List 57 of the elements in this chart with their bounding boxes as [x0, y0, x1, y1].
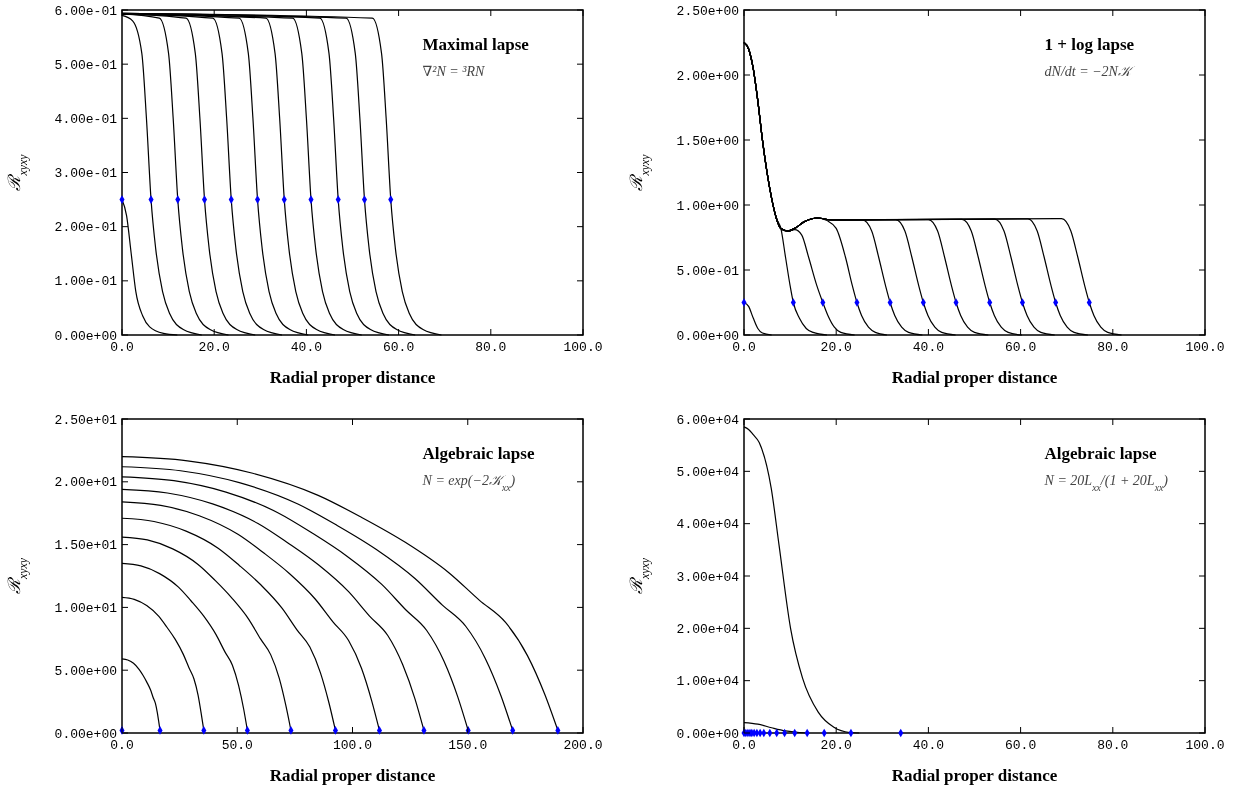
x-tick-label: 60.0	[382, 340, 415, 355]
y-tick-label: 2.00e+04	[676, 621, 740, 637]
y-tick-label: 4.00e+04	[676, 517, 740, 533]
x-tick-label: 0.0	[732, 340, 756, 355]
y-tick-label: 5.00e+04	[676, 464, 740, 480]
x-tick-label: 0.0	[732, 738, 756, 753]
x-tick-label: 20.0	[820, 738, 852, 753]
x-tick-label: 0.0	[110, 340, 134, 355]
x-tick-label: 0.0	[110, 738, 134, 753]
text: N = exp(−2𝒦$_{xx}$)	[421, 473, 516, 493]
y-tick-label: 5.00e+00	[54, 663, 117, 679]
x-tick-label: 20.0	[820, 340, 852, 355]
x-tick-label: 80.0	[1097, 738, 1129, 753]
y-tick-label: 1.00e+00	[676, 198, 739, 214]
x-tick-label: 200.0	[563, 738, 603, 753]
x-tick-label: 20.0	[198, 340, 230, 355]
y-tick-label: 6.00e+04	[676, 412, 740, 428]
y-tick-label: 2.50e+01	[54, 412, 118, 428]
x-tick-label: 80.0	[475, 340, 507, 355]
x-tick-label: 100.0	[1185, 340, 1225, 355]
x-axis-title: Radial proper distance	[269, 368, 436, 387]
y-tick-label: 6.00e-01	[54, 3, 118, 19]
y-tick-label: 4.00e-01	[54, 111, 118, 127]
x-tick-label: 100.0	[1185, 738, 1225, 753]
y-tick-label: 2.00e+00	[676, 68, 739, 84]
x-tick-label: 100.0	[332, 738, 373, 753]
text: 1 + log lapse	[1044, 35, 1135, 54]
y-tick-label: 1.00e+04	[676, 674, 740, 690]
x-tick-label: 60.0	[1004, 340, 1037, 355]
x-tick-label: 60.0	[1004, 738, 1037, 753]
text: Algebraic lapse	[1044, 444, 1157, 463]
y-tick-label: 3.00e-01	[54, 166, 118, 182]
y-tick-label: 1.50e+00	[676, 133, 739, 149]
x-tick-label: 100.0	[563, 340, 603, 355]
x-tick-label: 50.0	[221, 738, 253, 753]
text: Algebraic lapse	[422, 444, 535, 463]
y-tick-label: 1.00e+01	[54, 600, 118, 616]
x-axis-title: Radial proper distance	[891, 368, 1058, 387]
text: Maximal lapse	[422, 35, 530, 54]
y-tick-label: 3.00e+04	[676, 569, 740, 585]
text: N = 20L$_{xx}$/(1 + 20L$_{xx}$)	[1043, 473, 1169, 493]
x-tick-label: 80.0	[1097, 340, 1129, 355]
y-tick-label: 2.50e+00	[676, 3, 739, 19]
text: dN/dt = −2N𝒦	[1044, 64, 1136, 79]
x-tick-label: 40.0	[290, 340, 323, 355]
x-tick-label: 40.0	[912, 738, 945, 753]
y-tick-label: 2.00e+01	[54, 475, 118, 491]
y-tick-label: 1.00e-01	[54, 274, 118, 290]
x-axis-title: Radial proper distance	[891, 766, 1058, 785]
x-tick-label: 40.0	[912, 340, 945, 355]
y-tick-label: 5.00e-01	[676, 263, 740, 279]
text: ∇²N = ³RN	[422, 64, 486, 79]
y-tick-label: 1.50e+01	[54, 538, 118, 554]
x-tick-label: 150.0	[448, 738, 488, 753]
x-axis-title: Radial proper distance	[269, 766, 436, 785]
y-tick-label: 2.00e-01	[54, 220, 118, 236]
y-tick-label: 5.00e-01	[54, 57, 118, 73]
